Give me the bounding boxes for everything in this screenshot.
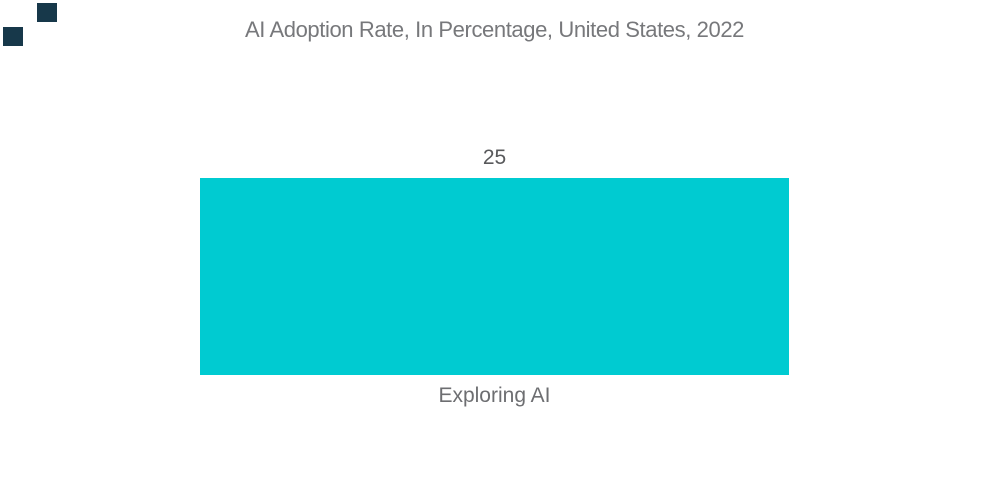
chart-title: AI Adoption Rate, In Percentage, United …: [245, 17, 744, 42]
bar-exploring-ai: [200, 178, 789, 375]
category-label: Exploring AI: [438, 384, 551, 407]
brand-logo-square-top: [37, 3, 57, 22]
brand-logo-square-bottom: [3, 27, 23, 46]
bar-value-label: 25: [482, 146, 507, 169]
